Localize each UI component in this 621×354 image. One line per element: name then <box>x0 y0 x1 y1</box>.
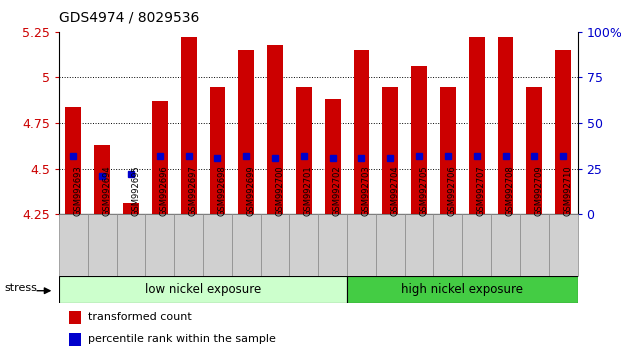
Bar <box>549 214 578 276</box>
Bar <box>462 214 491 276</box>
Bar <box>238 50 254 214</box>
Text: low nickel exposure: low nickel exposure <box>145 283 261 296</box>
Bar <box>59 214 88 276</box>
Bar <box>289 214 318 276</box>
Text: GSM992704: GSM992704 <box>390 165 399 216</box>
Text: GSM992705: GSM992705 <box>419 165 428 216</box>
Bar <box>123 203 139 214</box>
Bar <box>267 45 283 214</box>
Text: GSM992693: GSM992693 <box>73 165 83 216</box>
Bar <box>555 50 571 214</box>
Bar <box>353 50 369 214</box>
Bar <box>440 86 456 214</box>
Bar <box>94 145 110 214</box>
Bar <box>296 86 312 214</box>
Bar <box>203 214 232 276</box>
Bar <box>520 214 549 276</box>
Bar <box>209 86 225 214</box>
Bar <box>347 276 578 303</box>
Text: GSM992697: GSM992697 <box>189 165 197 216</box>
Text: stress: stress <box>5 283 38 293</box>
Text: GSM992707: GSM992707 <box>477 165 486 216</box>
Bar <box>59 276 347 303</box>
Text: GSM992695: GSM992695 <box>131 165 140 216</box>
Bar <box>145 214 175 276</box>
Bar <box>433 214 462 276</box>
Bar <box>65 107 81 214</box>
Text: GSM992694: GSM992694 <box>102 165 111 216</box>
Bar <box>491 214 520 276</box>
Text: GSM992710: GSM992710 <box>563 165 572 216</box>
Bar <box>318 214 347 276</box>
Bar <box>117 214 145 276</box>
Bar <box>405 214 433 276</box>
Bar <box>70 311 81 324</box>
Text: GSM992708: GSM992708 <box>505 165 515 216</box>
Bar <box>325 99 340 214</box>
Bar <box>497 37 514 214</box>
Text: GSM992696: GSM992696 <box>160 165 169 216</box>
Text: GSM992698: GSM992698 <box>217 165 227 216</box>
Text: GDS4974 / 8029536: GDS4974 / 8029536 <box>59 11 199 25</box>
Text: GSM992700: GSM992700 <box>275 165 284 216</box>
Bar <box>411 67 427 214</box>
Bar <box>469 37 484 214</box>
Bar <box>152 101 168 214</box>
Bar <box>347 214 376 276</box>
Bar <box>383 86 398 214</box>
Bar <box>527 86 542 214</box>
Bar <box>376 214 405 276</box>
Text: GSM992699: GSM992699 <box>247 165 255 216</box>
Bar <box>70 333 81 346</box>
Bar <box>88 214 117 276</box>
Text: GSM992701: GSM992701 <box>304 165 313 216</box>
Text: GSM992703: GSM992703 <box>361 165 371 216</box>
Text: GSM992709: GSM992709 <box>534 165 543 216</box>
Text: transformed count: transformed count <box>88 312 191 322</box>
Text: high nickel exposure: high nickel exposure <box>401 283 524 296</box>
Bar <box>261 214 289 276</box>
Text: percentile rank within the sample: percentile rank within the sample <box>88 335 275 344</box>
Text: GSM992706: GSM992706 <box>448 165 457 216</box>
Bar <box>175 214 203 276</box>
Text: GSM992702: GSM992702 <box>333 165 342 216</box>
Bar <box>181 37 197 214</box>
Bar <box>232 214 261 276</box>
